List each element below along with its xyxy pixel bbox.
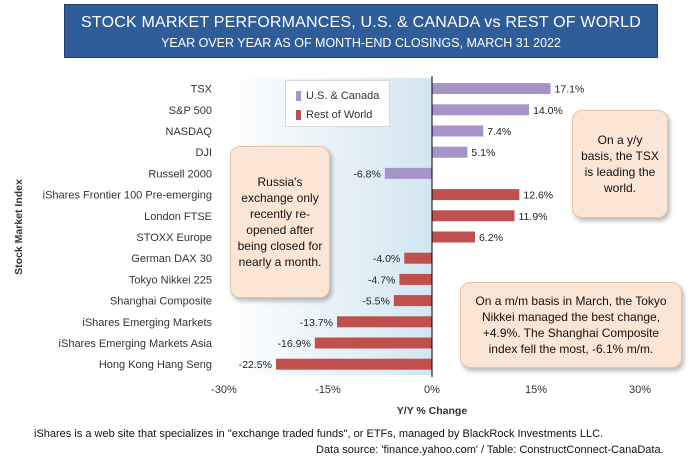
category-label-5: iShares Frontier 100 Pre-emerging (43, 190, 212, 202)
bar-10 (393, 295, 432, 307)
bar-4 (384, 167, 432, 179)
x-tick-label-1: -15% (315, 384, 341, 396)
data-label-4: -6.8% (353, 168, 380, 180)
legend-label-rest-of-world: Rest of World (306, 109, 373, 121)
bar-9 (399, 273, 432, 285)
bar-8 (404, 252, 432, 264)
bar-3 (432, 146, 468, 158)
category-label-7: STOXX Europe (136, 232, 212, 244)
annotation-tsx: On a y/y basis, the TSX is leading the w… (572, 110, 668, 218)
annotation-tsx-text: On a y/y basis, the TSX is leading the w… (581, 133, 659, 195)
data-label-5: 12.6% (523, 190, 553, 202)
data-label-2: 7.4% (487, 126, 511, 138)
annotation-russia-text: Russia's exchange only recently re-opene… (237, 175, 323, 269)
category-label-11: iShares Emerging Markets (82, 317, 212, 329)
chart-subtitle: YEAR OVER YEAR AS OF MONTH-END CLOSINGS,… (161, 36, 561, 50)
bar-5 (432, 189, 520, 201)
chart-title: STOCK MARKET PERFORMANCES, U.S. & CANADA… (81, 14, 641, 31)
data-label-13: -22.5% (239, 359, 272, 371)
data-label-0: 17.1% (555, 84, 585, 96)
x-tick-label-3: 15% (525, 384, 547, 396)
legend-label-us-canada: U.S. & Canada (306, 90, 380, 102)
legend-swatch-rest-of-world (296, 110, 301, 120)
y-axis-title: Stock Market Index (13, 179, 25, 275)
category-label-0: TSX (191, 84, 213, 96)
x-tick-label-2: 0% (424, 384, 440, 396)
category-label-1: S&P 500 (169, 105, 212, 117)
bar-2 (432, 125, 484, 137)
data-label-1: 14.0% (533, 105, 563, 117)
category-label-9: Tokyo Nikkei 225 (129, 274, 212, 286)
data-label-8: -4.0% (373, 253, 400, 265)
category-label-4: Russell 2000 (148, 168, 212, 180)
legend-item-us-canada: U.S. & Canada (296, 89, 379, 103)
annotation-tokyo-text: On a m/m basis in March, the Tokyo Nikke… (475, 294, 667, 356)
bar-0 (432, 83, 551, 95)
data-label-10: -5.5% (362, 296, 389, 308)
x-tick-label-4: 30% (629, 384, 651, 396)
legend-item-rest-of-world: Rest of World (296, 108, 372, 122)
data-label-11: -13.7% (300, 317, 333, 329)
footer-note: iShares is a web site that specializes i… (34, 428, 604, 440)
category-label-10: Shanghai Composite (110, 296, 212, 308)
bar-6 (432, 210, 515, 222)
bar-11 (337, 316, 432, 328)
category-label-8: German DAX 30 (131, 253, 212, 265)
data-label-9: -4.7% (368, 274, 395, 286)
annotation-tokyo: On a m/m basis in March, the Tokyo Nikke… (460, 282, 682, 368)
annotation-russia: Russia's exchange only recently re-opene… (230, 146, 330, 298)
data-label-3: 5.1% (471, 147, 495, 159)
legend-swatch-us-canada (296, 91, 301, 101)
bar-7 (432, 231, 475, 243)
category-label-3: DJI (196, 147, 213, 159)
data-label-12: -16.9% (278, 338, 311, 350)
data-label-7: 6.2% (479, 232, 503, 244)
data-label-6: 11.9% (519, 211, 548, 223)
footer-source: Data source: 'finance.yahoo.com' / Table… (316, 444, 664, 456)
bar-12 (314, 337, 432, 349)
chart-title-banner: STOCK MARKET PERFORMANCES, U.S. & CANADA… (64, 4, 658, 58)
x-tick-label-0: -30% (211, 384, 237, 396)
category-label-13: Hong Kong Hang Seng (99, 359, 212, 371)
bar-1 (432, 104, 530, 116)
category-label-6: London FTSE (144, 211, 212, 223)
legend: U.S. & Canada Rest of World (285, 80, 390, 127)
bar-13 (276, 358, 432, 370)
x-axis-title: Y/Y % Change (397, 405, 468, 417)
category-label-2: NASDAQ (166, 126, 213, 138)
category-label-12: iShares Emerging Markets Asia (59, 338, 213, 350)
